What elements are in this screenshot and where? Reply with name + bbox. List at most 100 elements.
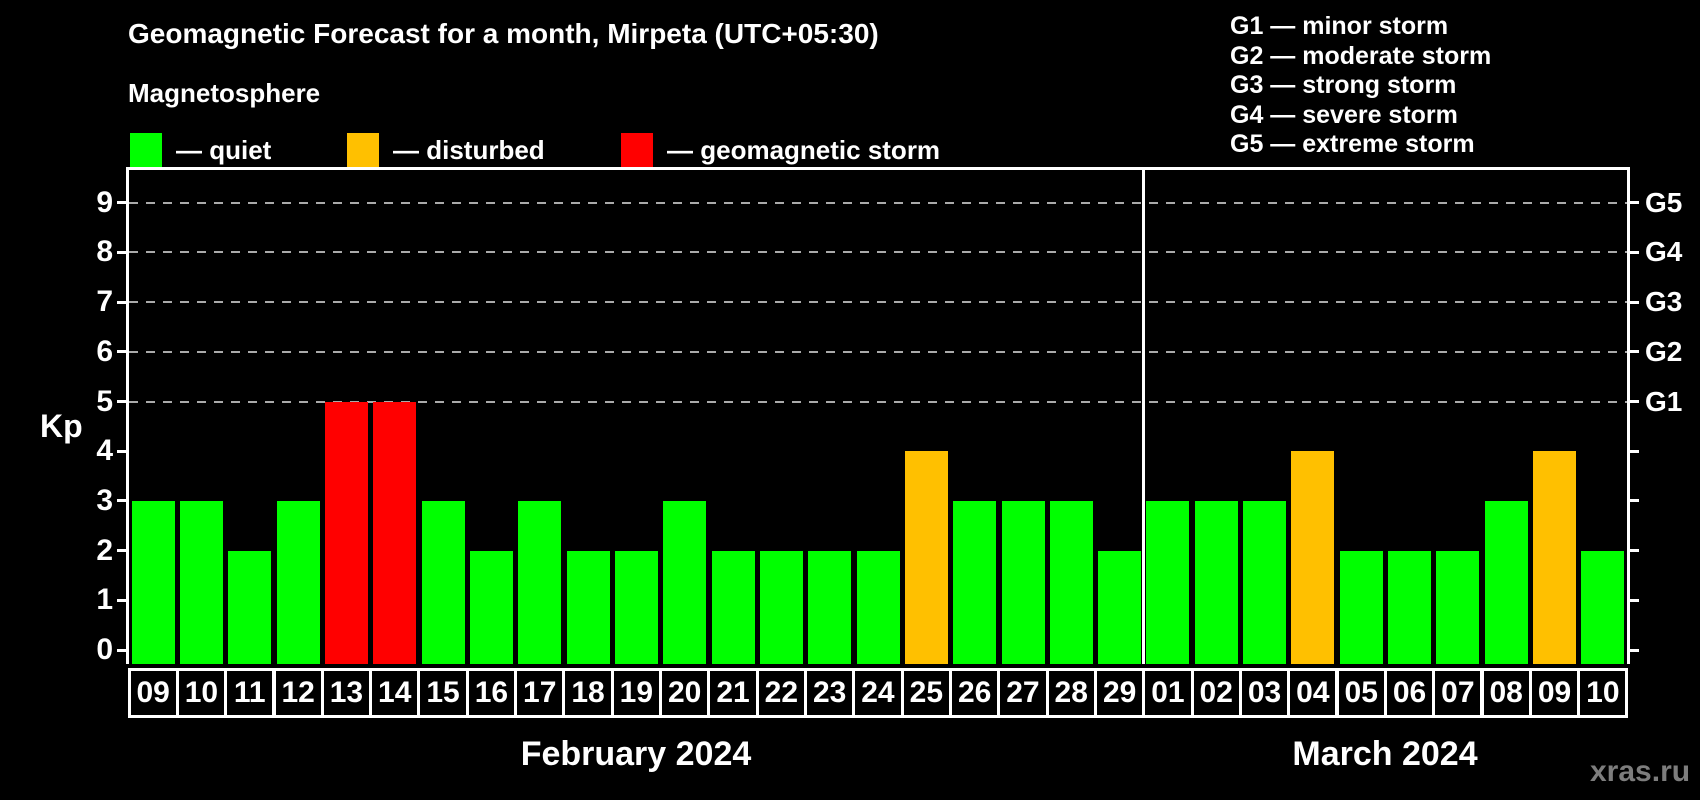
kp-bar xyxy=(1194,500,1238,664)
day-label: 15 xyxy=(417,668,469,718)
storm-color-swatch xyxy=(621,133,653,168)
disturbed-color-swatch xyxy=(347,133,379,168)
kp-bar xyxy=(904,451,948,664)
kp-bar xyxy=(566,550,610,664)
month-divider xyxy=(1142,170,1146,664)
y-axis-tick-label: 7 xyxy=(96,285,113,319)
right-axis-tick xyxy=(1627,549,1639,553)
day-label: 09 xyxy=(127,668,179,718)
day-label: 20 xyxy=(659,668,711,718)
plot-frame xyxy=(126,167,1630,664)
day-label: 23 xyxy=(804,668,856,718)
day-label: 19 xyxy=(610,668,662,718)
kp-bar xyxy=(518,500,562,664)
day-label: 13 xyxy=(320,668,373,718)
y-axis-title: Kp xyxy=(40,408,83,444)
kp-bar xyxy=(1436,550,1480,664)
day-label: 24 xyxy=(852,668,904,718)
day-label: 29 xyxy=(1094,668,1146,718)
kp-bar xyxy=(1484,500,1528,664)
gridline xyxy=(129,301,1627,304)
kp-bar xyxy=(1146,500,1190,664)
y-axis-tick-label: 0 xyxy=(96,633,113,666)
magnetosphere-heading: Magnetosphere xyxy=(128,78,321,108)
kp-bar xyxy=(711,550,755,664)
y-axis-tick xyxy=(117,648,129,652)
kp-bar xyxy=(663,500,707,664)
legend-label: — disturbed xyxy=(393,135,545,165)
g-legend-line: G5 — extreme storm xyxy=(1230,130,1475,158)
kp-bar xyxy=(759,550,803,664)
y-axis-tick xyxy=(117,350,129,354)
y-axis-tick xyxy=(117,201,129,205)
day-label: 04 xyxy=(1287,668,1339,718)
g-axis-label: G1 xyxy=(1645,385,1683,417)
right-axis-tick xyxy=(1627,449,1639,453)
day-label: 07 xyxy=(1432,668,1484,718)
kp-bar xyxy=(1533,451,1576,664)
right-axis-tick xyxy=(1627,400,1639,403)
day-label: 22 xyxy=(755,668,807,718)
kp-bar xyxy=(180,500,223,664)
kp-bar xyxy=(614,550,658,664)
y-axis-tick-label: 8 xyxy=(96,235,113,269)
y-axis-tick-label: 1 xyxy=(96,583,113,617)
g-legend-line: G4 — severe storm xyxy=(1230,100,1458,129)
kp-bar xyxy=(276,500,320,664)
right-axis-tick xyxy=(1627,499,1639,503)
gridline xyxy=(129,400,1627,403)
y-axis-tick-label: 6 xyxy=(96,334,113,368)
legend-label: — quiet xyxy=(176,135,272,165)
day-label: 01 xyxy=(1142,668,1194,718)
legend-item-storm: — geomagnetic storm xyxy=(621,133,940,168)
right-axis-tick xyxy=(1627,350,1639,354)
month-label-march: March 2024 xyxy=(1292,735,1478,773)
day-label: 10 xyxy=(1577,668,1629,718)
day-label: 26 xyxy=(949,668,1001,718)
g-axis-label: G3 xyxy=(1645,286,1683,318)
g-axis-label: G5 xyxy=(1645,186,1683,218)
g-axis-label: G2 xyxy=(1645,335,1683,367)
legend-item-disturbed: — disturbed xyxy=(347,133,545,168)
g-axis-label: G4 xyxy=(1645,236,1683,268)
watermark: xras.ru xyxy=(1590,755,1691,788)
day-label: 02 xyxy=(1190,668,1242,718)
gridline xyxy=(129,350,1627,353)
kp-bar xyxy=(1049,500,1093,664)
g-scale-legend: G1 — minor storm G2 — moderate storm G3 … xyxy=(1230,12,1491,160)
day-label: 25 xyxy=(900,668,952,718)
day-label: 05 xyxy=(1335,668,1387,718)
right-axis-tick xyxy=(1627,598,1639,602)
y-axis-tick xyxy=(117,300,129,304)
kp-bar xyxy=(856,550,900,664)
right-axis-tick xyxy=(1627,250,1639,254)
day-label: 10 xyxy=(175,668,228,718)
y-axis-tick xyxy=(117,598,129,602)
day-label: 27 xyxy=(997,668,1049,718)
day-label: 08 xyxy=(1480,668,1532,718)
right-axis-tick xyxy=(1627,300,1639,304)
kp-bar xyxy=(421,500,465,664)
g-legend-line: G3 — strong storm xyxy=(1230,71,1457,99)
y-axis-tick-label: 5 xyxy=(96,384,113,418)
day-label: 12 xyxy=(272,668,324,718)
day-label: 17 xyxy=(514,668,566,718)
day-label: 21 xyxy=(707,668,759,718)
day-label: 03 xyxy=(1238,668,1291,718)
kp-bar xyxy=(1291,451,1335,664)
kp-bar xyxy=(1339,550,1383,664)
quiet-color-swatch xyxy=(130,133,162,168)
day-label: 28 xyxy=(1045,668,1097,718)
kp-bar xyxy=(1243,500,1287,664)
kp-bar xyxy=(1388,550,1431,664)
kp-bar xyxy=(1581,550,1625,664)
kp-bar xyxy=(808,550,852,664)
y-axis-tick xyxy=(117,250,129,254)
g-legend-line: G1 — minor storm xyxy=(1230,12,1449,40)
kp-bar xyxy=(325,401,368,664)
y-axis-tick xyxy=(117,400,129,403)
kp-bar xyxy=(373,401,417,664)
day-label: 18 xyxy=(562,668,614,718)
kp-bar xyxy=(469,550,513,664)
